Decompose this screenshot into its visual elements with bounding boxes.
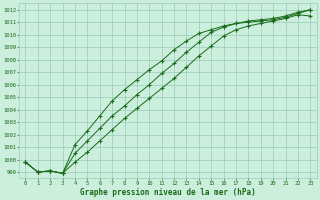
X-axis label: Graphe pression niveau de la mer (hPa): Graphe pression niveau de la mer (hPa): [80, 188, 256, 197]
